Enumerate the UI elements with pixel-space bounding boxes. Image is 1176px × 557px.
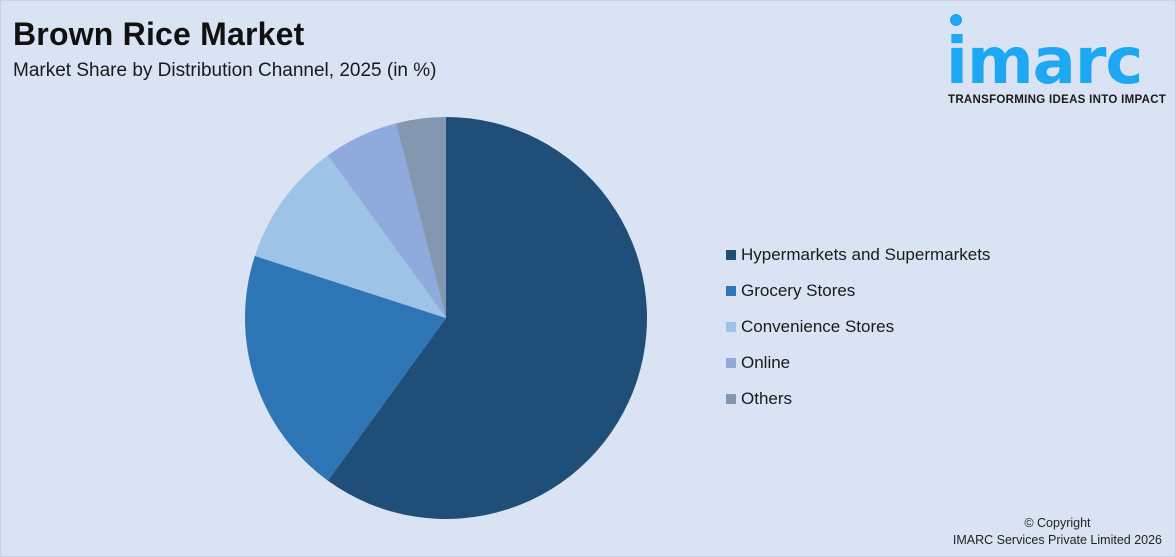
pie-slice-hypermarkets-and-supermarkets [327,117,647,519]
legend-item: Hypermarkets and Supermarkets [726,237,990,273]
pie-slice-convenience-stores [254,155,446,318]
legend-swatch-icon [726,250,736,260]
logo-wordmark: imarc [946,25,1143,99]
logo-dot-icon [950,14,962,26]
copyright-footer: © Copyright IMARC Services Private Limit… [953,515,1162,549]
legend-swatch-icon [726,394,736,404]
legend-label: Others [741,389,793,408]
logo-tagline: TRANSFORMING IDEAS INTO IMPACT [948,94,1167,106]
legend-swatch-icon [726,322,736,332]
copyright-company: IMARC Services Private Limited 2026 [952,533,1162,547]
legend-swatch-icon [726,286,736,296]
legend-label: Grocery Stores [741,281,856,300]
pie-slice-others [396,117,446,318]
chart-subtitle: Market Share by Distribution Channel, 20… [13,60,437,81]
legend-label: Online [741,353,791,372]
legend-swatch-icon [726,358,736,368]
imarc-logo: imarc TRANSFORMING IDEAS INTO IMPACT [946,12,1170,112]
pie-slice-online [327,123,446,318]
pie-slice-grocery-stores [245,255,446,481]
pie-chart [245,117,647,519]
legend-item: Others [726,381,990,417]
legend-item: Online [726,345,990,381]
legend-label: Hypermarkets and Supermarkets [741,245,991,264]
legend-item: Grocery Stores [726,273,990,309]
legend-label: Convenience Stores [741,317,895,336]
chart-legend: Hypermarkets and Supermarkets Grocery Sto… [726,237,990,417]
copyright-label: © Copyright [1024,516,1091,530]
chart-title: Brown Rice Market [13,16,305,52]
legend-item: Convenience Stores [726,309,990,345]
